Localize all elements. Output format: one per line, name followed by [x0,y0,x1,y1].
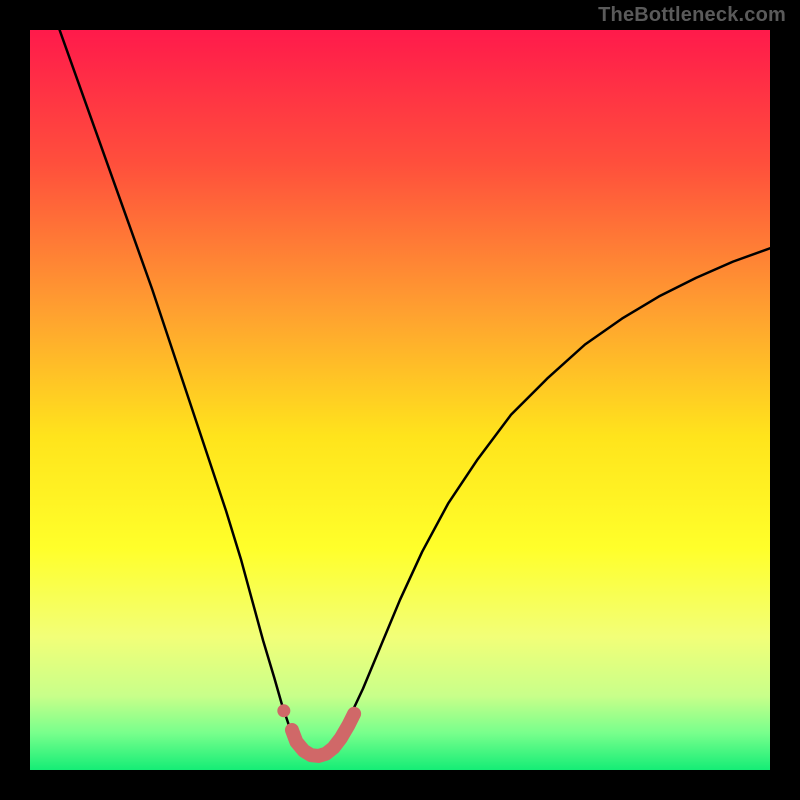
gradient-background [30,30,770,770]
watermark-text: TheBottleneck.com [598,4,786,27]
bottleneck-curve-chart [30,30,770,770]
bottom-marker-dot [277,704,290,717]
chart-stage: TheBottleneck.com [0,0,800,800]
